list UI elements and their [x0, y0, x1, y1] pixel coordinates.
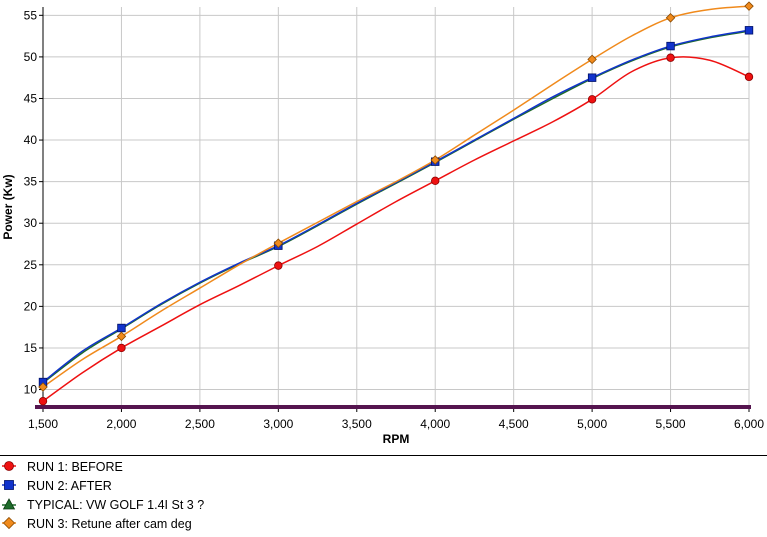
x-tick-label: 4,000	[420, 417, 450, 431]
x-tick-label: 3,000	[263, 417, 293, 431]
y-tick-label: 35	[24, 175, 38, 189]
y-tick-label: 15	[24, 341, 38, 355]
legend-marker-triangle	[2, 498, 16, 510]
x-tick-label: 6,000	[734, 417, 764, 431]
legend-separator	[0, 455, 767, 456]
x-tick-label: 5,500	[656, 417, 686, 431]
x-tick-label: 2,500	[185, 417, 215, 431]
series-markers	[38, 1, 754, 406]
data-point	[274, 261, 283, 270]
y-tick-label: 45	[24, 91, 38, 105]
data-point	[430, 155, 440, 165]
legend-label: RUN 1: BEFORE	[27, 460, 123, 474]
x-axis-ticks: 1,500 2,000 2,500 3,000 3,500 4,000 4,500 5,000…	[28, 417, 764, 431]
data-point	[587, 54, 597, 65]
data-point	[744, 26, 754, 35]
data-point	[116, 331, 127, 342]
y-tick-label: 10	[24, 383, 38, 397]
series-lines	[42, 5, 750, 402]
series-line	[42, 56, 750, 402]
legend: RUN 1: BEFORE RUN 2: AFTER TYPICAL: VW G…	[0, 458, 767, 534]
x-tick-label: 3,500	[342, 417, 372, 431]
data-point	[587, 95, 597, 104]
y-tick-label: 55	[24, 8, 38, 22]
data-point	[744, 1, 754, 11]
legend-label: RUN 2: AFTER	[27, 479, 112, 493]
data-point	[431, 176, 440, 186]
y-tick-label: 50	[24, 50, 38, 64]
x-axis-title: RPM	[383, 432, 410, 446]
legend-item-run2[interactable]: RUN 2: AFTER	[0, 477, 767, 496]
x-tick-label: 1,500	[28, 417, 58, 431]
data-point	[666, 41, 675, 51]
y-tick-label: 30	[24, 216, 38, 230]
y-tick-label: 20	[24, 299, 38, 313]
data-point	[38, 382, 48, 392]
legend-marker-square	[2, 480, 16, 490]
y-axis-title: Power (Kw)	[1, 174, 15, 239]
x-tick-label: 5,000	[577, 417, 607, 431]
data-point	[744, 72, 754, 82]
series-line	[42, 5, 750, 388]
y-axis-ticks: 10 15 20 25 30 35 40 45 50 55	[24, 8, 38, 396]
grid	[39, 7, 750, 412]
y-tick-label: 25	[24, 258, 38, 272]
legend-item-run1[interactable]: RUN 1: BEFORE	[0, 458, 767, 477]
x-tick-label: 4,500	[499, 417, 529, 431]
legend-marker-diamond	[2, 516, 16, 530]
data-point	[666, 53, 675, 62]
legend-item-typical[interactable]: TYPICAL: VW GOLF 1.4I St 3 ?	[0, 496, 767, 515]
x-tick-label: 2,000	[106, 417, 136, 431]
legend-item-run3[interactable]: RUN 3: Retune after cam deg	[0, 515, 767, 534]
power-chart: 1,500 2,000 2,500 3,000 3,500 4,000 4,500 5,000…	[1, 1, 764, 446]
y-tick-label: 40	[24, 133, 38, 147]
data-point	[665, 13, 676, 23]
plot-area	[43, 7, 749, 407]
data-point	[117, 323, 126, 333]
data-point	[117, 343, 126, 353]
data-point	[38, 396, 48, 406]
legend-marker-circle	[2, 461, 16, 471]
legend-label: RUN 3: Retune after cam deg	[27, 517, 192, 531]
data-point	[587, 73, 597, 82]
legend-label: TYPICAL: VW GOLF 1.4I St 3 ?	[27, 498, 205, 512]
data-point	[273, 238, 284, 248]
